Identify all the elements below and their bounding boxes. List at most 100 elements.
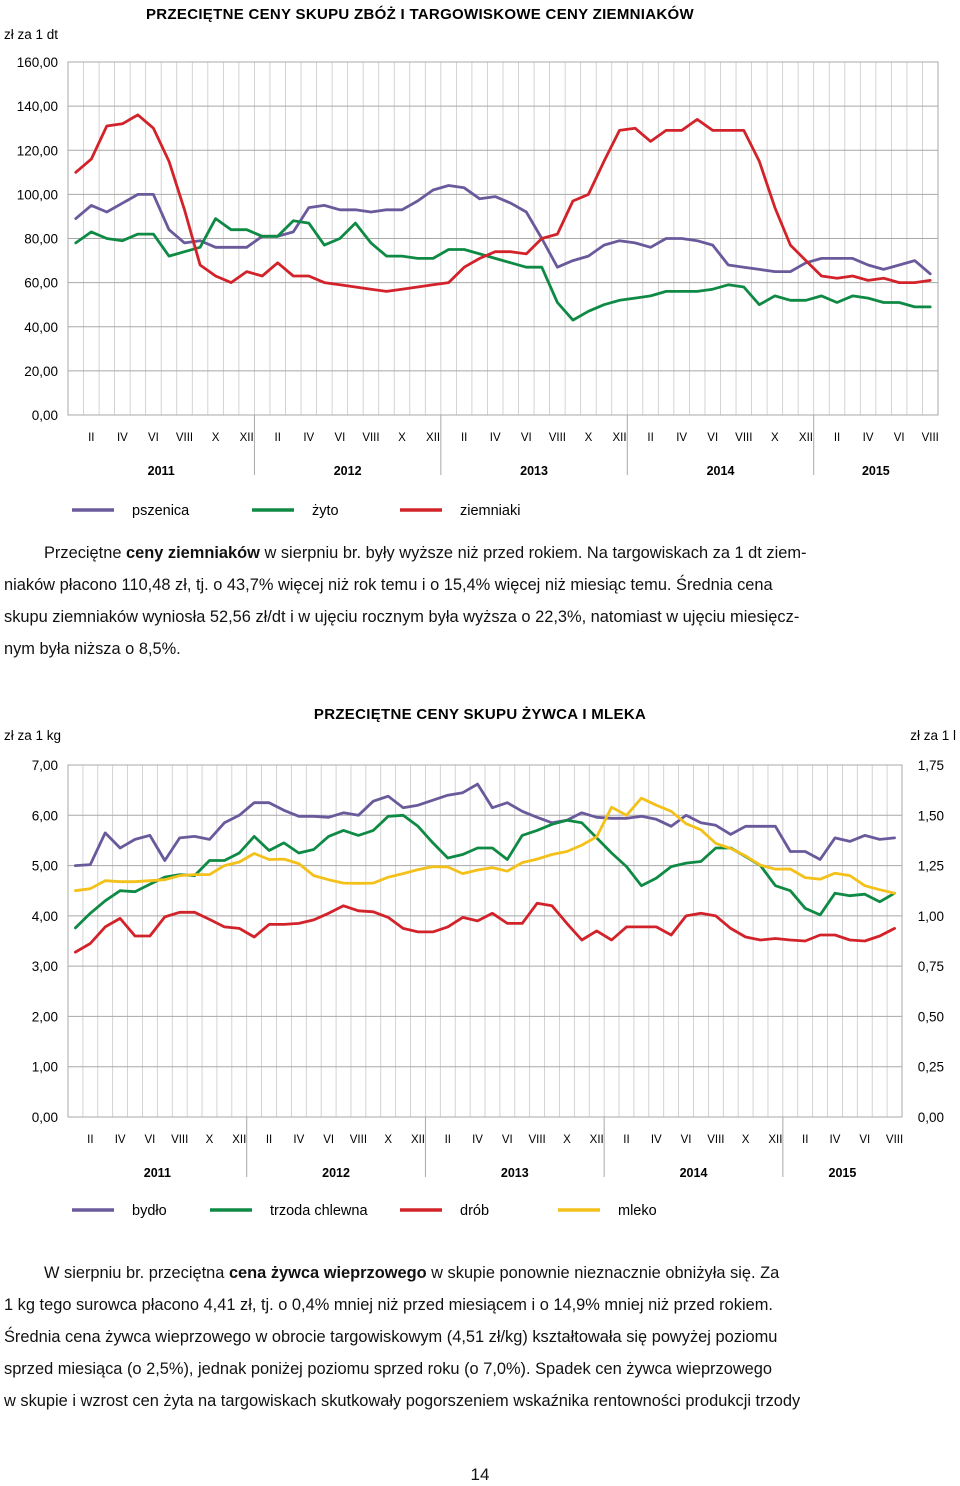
x-tick-label: VIII [171,1134,188,1146]
chart1-x-tick-labels: II IV VI VIII X XII II IV VI VIII X XII II IV VI VIII X X… [88,432,939,444]
x-tick-label: VI [148,432,159,444]
x-tick-label: IV [303,432,314,444]
y-tick-label: 40,00 [24,320,58,335]
y-tick-label: 5,00 [32,859,58,874]
series-line-bydlo [74,782,896,868]
x-tick-label: IV [676,432,687,444]
x-tick-label: VIII [549,432,566,444]
x-tick-label: X [585,432,593,444]
x-tick-label: IV [115,1134,126,1146]
year-label: 2013 [520,464,548,478]
highlight-pork-price: cena żywca wieprzowego [228,1264,427,1282]
chart1-y-axis-label: zł za 1 dt [4,27,58,42]
y2-tick-label: 0,25 [918,1060,944,1075]
x-tick-label: II [647,432,653,444]
legend-label-mleko: mleko [618,1203,657,1219]
chart2-y-axis-label: zł za 1 kg [4,728,61,743]
year-label: 2015 [829,1166,857,1180]
chart1-legend: pszenica żyto ziemniaki [72,503,520,519]
y-tick-label: 80,00 [24,232,58,247]
x-tick-label: VIII [735,432,752,444]
x-tick-label: II [275,432,281,444]
x-tick-label: VIII [922,432,939,444]
x-tick-label: X [563,1134,571,1146]
legend-label-trzoda: trzoda chlewna [270,1203,368,1219]
x-tick-label: XII [590,1134,604,1146]
x-tick-label: II [461,432,467,444]
y-tick-label: 3,00 [32,959,58,974]
x-tick-label: II [88,432,94,444]
chart2-title: PRZECIĘTNE CENY SKUPU ŻYWCA I MLEKA [314,706,646,723]
chart2-year-labels: 2011 2012 2013 2014 2015 [144,1166,857,1180]
y-tick-label: 6,00 [32,808,58,823]
chart1-title: PRZECIĘTNE CENY SKUPU ZBÓŻ I TARGOWISKOW… [146,5,694,23]
x-tick-label: IV [117,432,128,444]
x-tick-label: X [206,1134,214,1146]
x-tick-label: X [742,1134,750,1146]
x-tick-label: XII [426,432,440,444]
chart2-y2-axis-label: zł za 1 l [910,728,956,743]
year-label: 2012 [334,464,362,478]
y-tick-label: 7,00 [32,758,58,773]
year-label: 2014 [680,1166,708,1180]
chart1-y-tick-labels: 0,00 20,00 40,00 60,00 80,00 100,00 120,00 140,… [17,55,58,423]
series-line-pszenica [74,184,932,276]
chart2-x-tick-labels: II IV VI VIII X XII II IV VI VIII X XII II IV VI VIII X X… [87,1134,903,1146]
x-tick-label: IV [863,432,874,444]
y2-tick-label: 1,25 [918,859,944,874]
y-tick-label: 160,00 [17,55,58,70]
chart2-y-tick-labels: 0,00 1,00 2,00 3,00 4,00 5,00 6,00 7,00 [32,758,58,1125]
x-tick-label: VI [334,432,345,444]
x-tick-label: VI [859,1134,870,1146]
year-label: 2011 [144,1166,171,1180]
highlight-potato-prices: ceny ziemniaków [126,544,260,562]
y-tick-label: 0,00 [32,1110,58,1125]
y-tick-label: 4,00 [32,909,58,924]
legend-label-pszenica: pszenica [132,503,190,519]
x-tick-label: IV [830,1134,841,1146]
x-tick-label: VI [323,1134,334,1146]
x-tick-label: IV [472,1134,483,1146]
y2-tick-label: 1,00 [918,909,944,924]
series-line-mleko [74,796,896,895]
y2-tick-label: 0,50 [918,1009,944,1024]
chart1-series [74,113,932,322]
y-tick-label: 120,00 [17,143,58,158]
year-label: 2011 [148,464,175,478]
x-tick-label: II [623,1134,629,1146]
x-tick-label: IV [490,432,501,444]
legend-label-ziemniaki: ziemniaki [460,503,520,519]
x-tick-label: II [834,432,840,444]
x-tick-label: VI [707,432,718,444]
y-tick-label: 100,00 [17,187,58,202]
y-tick-label: 0,00 [32,408,58,423]
x-tick-label: VIII [350,1134,367,1146]
grain-potato-price-chart: PRZECIĘTNE CENY SKUPU ZBÓŻ I TARGOWISKOW… [4,5,939,519]
legend-label-drob: drób [460,1203,489,1219]
x-tick-label: XII [612,432,626,444]
series-line-drob [74,901,896,954]
y-tick-label: 60,00 [24,276,58,291]
year-label: 2013 [501,1166,529,1180]
x-tick-label: II [445,1134,451,1146]
year-label: 2015 [862,464,890,478]
x-tick-label: IV [651,1134,662,1146]
potato-price-paragraph: Przeciętne ceny ziemniaków w sierpniu br… [4,544,807,658]
y-tick-label: 140,00 [17,99,58,114]
x-tick-label: VIII [362,432,379,444]
x-tick-label: XII [768,1134,782,1146]
year-label: 2014 [707,464,735,478]
x-tick-label: II [87,1134,93,1146]
y-tick-label: 2,00 [32,1009,58,1024]
year-label: 2012 [322,1166,350,1180]
chart2-series [74,782,896,954]
chart1-grid [67,61,939,475]
x-tick-label: X [384,1134,392,1146]
x-tick-label: XII [240,432,254,444]
y-tick-label: 1,00 [32,1060,58,1075]
x-tick-label: X [771,432,779,444]
x-tick-label: VI [681,1134,692,1146]
x-tick-label: II [266,1134,272,1146]
x-tick-label: VIII [707,1134,724,1146]
chart2-y2-tick-labels: 0,00 0,25 0,50 0,75 1,00 1,25 1,50 1,75 [918,758,944,1125]
